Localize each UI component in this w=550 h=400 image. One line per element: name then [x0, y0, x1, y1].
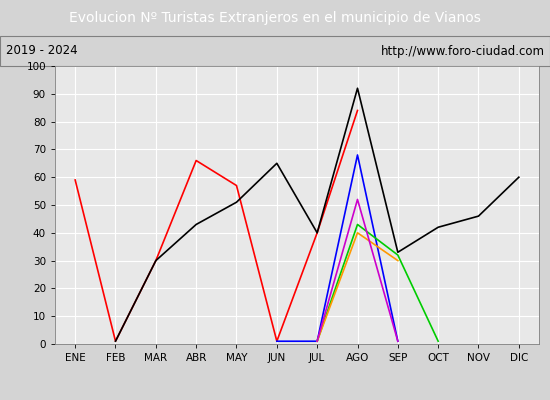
Text: Evolucion Nº Turistas Extranjeros en el municipio de Vianos: Evolucion Nº Turistas Extranjeros en el …	[69, 11, 481, 25]
Text: 2019 - 2024: 2019 - 2024	[6, 44, 77, 58]
Text: http://www.foro-ciudad.com: http://www.foro-ciudad.com	[381, 44, 544, 58]
